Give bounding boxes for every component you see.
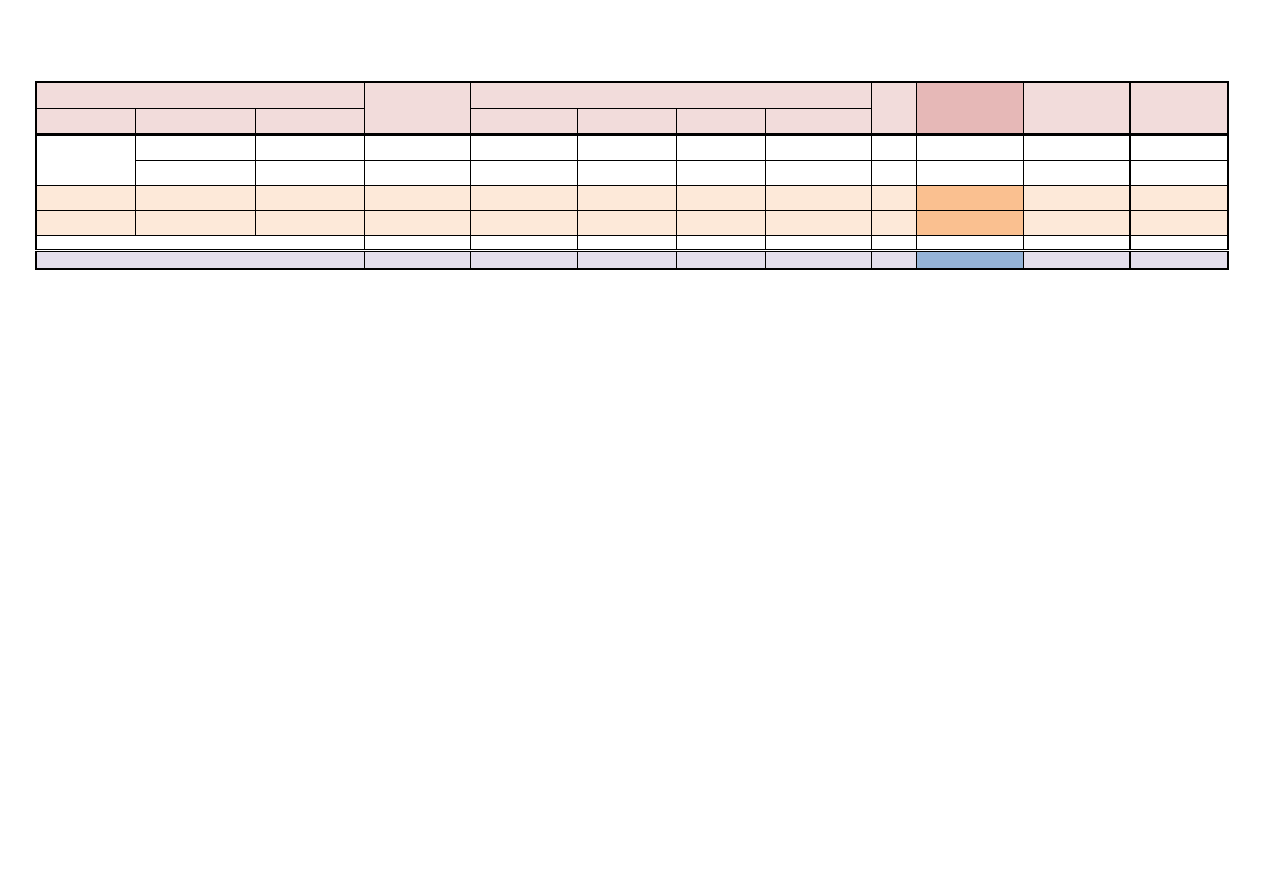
cell[interactable] xyxy=(1129,160,1229,186)
cell[interactable] xyxy=(870,235,917,251)
cell[interactable] xyxy=(675,250,766,270)
header-cell[interactable] xyxy=(1129,81,1229,135)
cell[interactable] xyxy=(576,160,677,186)
header-row-1 xyxy=(35,81,1229,135)
total-label-cell[interactable] xyxy=(35,250,365,270)
total-highlight-cell[interactable] xyxy=(915,250,1024,270)
header-row-2 xyxy=(35,108,1228,135)
cell[interactable] xyxy=(1022,210,1131,236)
cell[interactable] xyxy=(363,185,471,211)
cell[interactable] xyxy=(254,210,365,236)
header-cell[interactable] xyxy=(1022,81,1131,135)
cell[interactable] xyxy=(576,235,677,251)
spacer-row xyxy=(35,235,1229,251)
cell[interactable] xyxy=(675,185,766,211)
cell[interactable] xyxy=(675,235,766,251)
highlight-cell[interactable] xyxy=(915,185,1024,211)
cell[interactable] xyxy=(134,160,256,186)
highlight-cell[interactable] xyxy=(915,210,1024,236)
cell[interactable] xyxy=(675,210,766,236)
subheader-cell[interactable] xyxy=(35,108,136,135)
cell[interactable] xyxy=(35,210,136,236)
cell[interactable] xyxy=(1129,134,1229,161)
header-cell[interactable] xyxy=(870,81,917,135)
cell[interactable] xyxy=(1022,235,1131,251)
cell[interactable] xyxy=(134,185,256,211)
cell[interactable] xyxy=(870,185,917,211)
merged-cell[interactable] xyxy=(35,235,365,251)
table-row xyxy=(35,134,1229,186)
cell[interactable] xyxy=(870,160,917,186)
cell[interactable] xyxy=(576,185,677,211)
cell[interactable] xyxy=(764,134,872,161)
cell[interactable] xyxy=(1129,185,1229,211)
cell[interactable] xyxy=(469,185,578,211)
header-group-cell[interactable] xyxy=(35,81,365,109)
subheader-cell[interactable] xyxy=(675,108,766,135)
table-row xyxy=(35,210,1229,236)
cell[interactable] xyxy=(764,185,872,211)
cell[interactable] xyxy=(134,210,256,236)
header-group-cell[interactable] xyxy=(469,81,872,109)
cell[interactable] xyxy=(363,134,471,161)
cell[interactable] xyxy=(870,210,917,236)
cell[interactable] xyxy=(764,210,872,236)
cell[interactable] xyxy=(764,250,872,270)
header-cell[interactable] xyxy=(363,81,471,135)
cell[interactable] xyxy=(675,160,766,186)
subheader-cell[interactable] xyxy=(576,108,677,135)
cell[interactable] xyxy=(35,185,136,211)
subheader-cell[interactable] xyxy=(134,108,256,135)
cell[interactable] xyxy=(254,185,365,211)
cell[interactable] xyxy=(363,235,471,251)
cell[interactable] xyxy=(1129,250,1229,270)
subheader-cell[interactable] xyxy=(469,108,578,135)
cell[interactable] xyxy=(469,250,578,270)
cell[interactable] xyxy=(915,235,1024,251)
cell[interactable] xyxy=(1022,185,1131,211)
table-row xyxy=(35,185,1229,211)
cell[interactable] xyxy=(675,134,766,161)
cell[interactable] xyxy=(576,134,677,161)
cell[interactable] xyxy=(1022,250,1131,270)
cell[interactable] xyxy=(469,210,578,236)
cell[interactable] xyxy=(1022,160,1131,186)
cell[interactable] xyxy=(576,250,677,270)
cell[interactable] xyxy=(1022,134,1131,161)
cell[interactable] xyxy=(915,134,1024,161)
cell[interactable] xyxy=(576,210,677,236)
spreadsheet-table xyxy=(35,81,1229,270)
table-row xyxy=(36,160,1229,186)
cell[interactable] xyxy=(469,160,578,186)
cell[interactable] xyxy=(764,235,872,251)
cell[interactable] xyxy=(134,134,256,161)
cell[interactable] xyxy=(254,134,365,161)
merged-cell[interactable] xyxy=(35,134,136,186)
cell[interactable] xyxy=(469,134,578,161)
subheader-cell[interactable] xyxy=(764,108,872,135)
total-row xyxy=(35,250,1229,270)
cell[interactable] xyxy=(363,210,471,236)
cell[interactable] xyxy=(870,134,917,161)
cell[interactable] xyxy=(363,160,471,186)
cell[interactable] xyxy=(764,160,872,186)
cell[interactable] xyxy=(1129,235,1229,251)
cell[interactable] xyxy=(469,235,578,251)
cell[interactable] xyxy=(1129,210,1229,236)
cell[interactable] xyxy=(870,250,917,270)
subheader-cell[interactable] xyxy=(254,108,365,135)
cell[interactable] xyxy=(915,160,1024,186)
header-cell-highlight[interactable] xyxy=(915,81,1024,135)
cell[interactable] xyxy=(363,250,471,270)
cell[interactable] xyxy=(254,160,365,186)
